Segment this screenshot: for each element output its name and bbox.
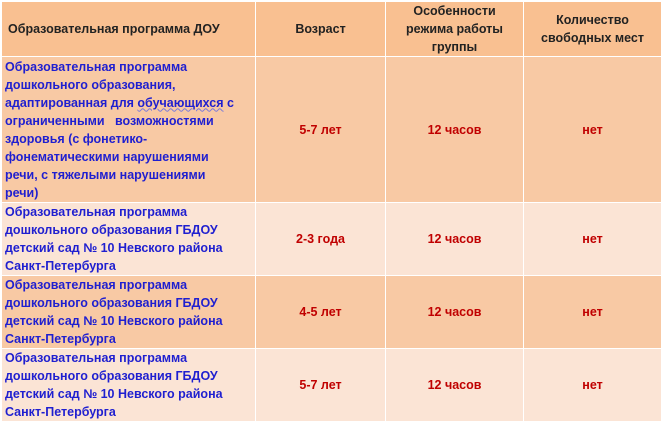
- schedule-cell: 12 часов: [385, 202, 524, 276]
- program-line: Санкт-Петербурга: [5, 332, 116, 346]
- program-line: Образовательная программа: [5, 351, 188, 365]
- program-line: адаптированная для: [5, 95, 138, 110]
- table-row: Образовательная программа дошкольного об…: [1, 56, 662, 203]
- program-line: дошкольного образования ГБДОУ: [5, 223, 218, 237]
- program-line-underlined-word: обучающихся: [137, 95, 224, 110]
- program-line: речи): [5, 185, 39, 200]
- schedule-cell: 12 часов: [385, 275, 524, 349]
- table-row: Образовательная программа дошкольного об…: [1, 275, 662, 349]
- vacancies-cell: нет: [523, 348, 662, 422]
- header-vacancies: Количество свободных мест: [523, 1, 662, 57]
- program-line: Санкт-Петербурга: [5, 259, 116, 273]
- program-line: детский сад № 10 Невского района: [5, 241, 223, 255]
- schedule-cell: 12 часов: [385, 56, 524, 203]
- table-header-row: Образовательная программа ДОУ Возраст Ос…: [1, 1, 662, 57]
- program-line: здоровья (с фонетико-: [5, 131, 148, 146]
- program-line: детский сад № 10 Невского района: [5, 387, 223, 401]
- vacancies-cell: нет: [523, 56, 662, 203]
- table-row: Образовательная программа дошкольного об…: [1, 348, 662, 422]
- schedule-cell: 12 часов: [385, 348, 524, 422]
- header-schedule: Особенности режима работы группы: [385, 1, 524, 57]
- program-line: детский сад № 10 Невского района: [5, 314, 223, 328]
- header-program: Образовательная программа ДОУ: [1, 1, 256, 57]
- program-cell: Образовательная программа дошкольного об…: [1, 348, 256, 422]
- program-line: речи, с тяжелыми нарушениями: [5, 167, 206, 182]
- program-line: ограниченными возможностями: [5, 113, 214, 128]
- program-line: Образовательная программа: [5, 278, 188, 292]
- program-line: с: [223, 95, 234, 110]
- program-cell: Образовательная программа дошкольного об…: [1, 56, 256, 203]
- program-line: Образовательная программа: [5, 59, 188, 74]
- program-line: дошкольного образования ГБДОУ: [5, 296, 218, 310]
- header-age: Возраст: [255, 1, 386, 57]
- program-line: дошкольного образования,: [5, 77, 176, 92]
- program-cell: Образовательная программа дошкольного об…: [1, 275, 256, 349]
- age-cell: 5-7 лет: [255, 348, 386, 422]
- vacancies-cell: нет: [523, 275, 662, 349]
- age-cell: 5-7 лет: [255, 56, 386, 203]
- table-row: Образовательная программа дошкольного об…: [1, 202, 662, 276]
- program-line: фонематическими нарушениями: [5, 149, 209, 164]
- program-line: Образовательная программа: [5, 205, 188, 219]
- vacancies-cell: нет: [523, 202, 662, 276]
- program-line: дошкольного образования ГБДОУ: [5, 369, 218, 383]
- program-line: Санкт-Петербурга: [5, 405, 116, 419]
- program-cell: Образовательная программа дошкольного об…: [1, 202, 256, 276]
- age-cell: 4-5 лет: [255, 275, 386, 349]
- age-cell: 2-3 года: [255, 202, 386, 276]
